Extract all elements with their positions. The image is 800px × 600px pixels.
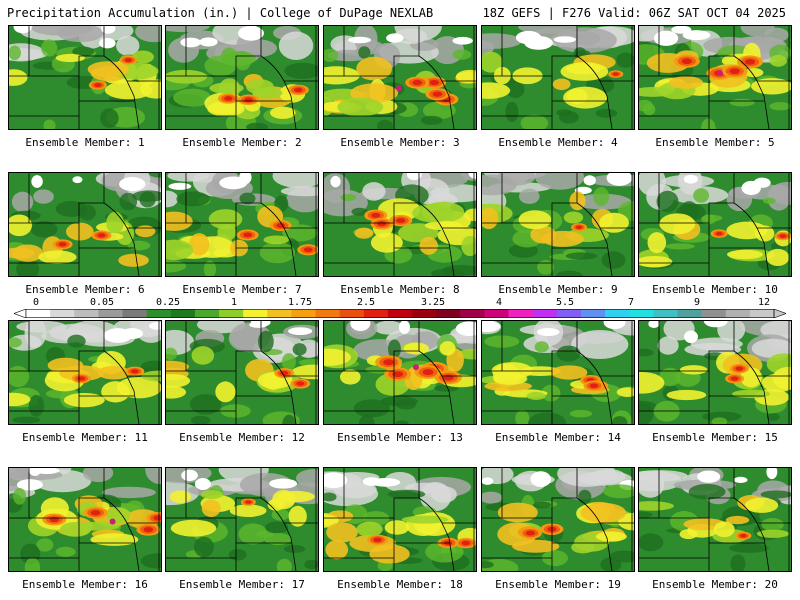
ensemble-map-3 xyxy=(323,25,477,130)
ensemble-map-6 xyxy=(8,172,162,277)
colorbar-bin xyxy=(701,309,727,318)
colorbar-bin xyxy=(412,309,437,318)
ensemble-member-label: Ensemble Member: 13 xyxy=(337,431,463,444)
ensemble-member-label: Ensemble Member: 12 xyxy=(179,431,305,444)
colorbar-bin xyxy=(556,309,582,318)
map-title: Precipitation Accumulation (in.) | Colle… xyxy=(7,6,434,20)
ensemble-member-label: Ensemble Member: 5 xyxy=(655,136,775,149)
colorbar-min-arrow xyxy=(14,309,27,318)
ensemble-map-8 xyxy=(323,172,477,277)
ensemble-member-label: Ensemble Member: 15 xyxy=(652,431,778,444)
ensemble-map-2 xyxy=(165,25,319,130)
ensemble-member-label: Ensemble Member: 11 xyxy=(22,431,148,444)
ensemble-member-label: Ensemble Member: 18 xyxy=(337,578,463,591)
colorbar-tick-label: 1 xyxy=(230,297,238,308)
ensemble-map-4 xyxy=(481,25,635,130)
colorbar-tick-label: 4 xyxy=(495,297,503,308)
colorbar-tick-label: 3.25 xyxy=(420,297,446,308)
colorbar-tick-label: 0.25 xyxy=(155,297,181,308)
ensemble-member-label: Ensemble Member: 8 xyxy=(340,283,460,296)
colorbar-bin xyxy=(339,309,365,318)
ensemble-map-10 xyxy=(638,172,792,277)
colorbar-tick-label: 9 xyxy=(693,297,701,308)
ensemble-member-label: Ensemble Member: 17 xyxy=(179,578,305,591)
ensemble-map-7 xyxy=(165,172,319,277)
colorbar-bin xyxy=(725,309,751,318)
colorbar-max-arrow xyxy=(773,309,786,318)
ensemble-map-17 xyxy=(165,467,319,572)
ensemble-map-14 xyxy=(481,320,635,425)
ensemble-map-19 xyxy=(481,467,635,572)
ensemble-member-label: Ensemble Member: 20 xyxy=(652,578,778,591)
colorbar-bin xyxy=(580,309,606,318)
colorbar-bin xyxy=(194,309,220,318)
colorbar-bin xyxy=(291,309,316,318)
colorbar-bin xyxy=(219,309,244,318)
colorbar-bin xyxy=(146,309,172,318)
colorbar-bin xyxy=(50,309,75,318)
ensemble-map-5 xyxy=(638,25,792,130)
ensemble-map-13 xyxy=(323,320,477,425)
ensemble-member-label: Ensemble Member: 1 xyxy=(25,136,145,149)
ensemble-map-1 xyxy=(8,25,162,130)
colorbar-bin xyxy=(605,309,630,318)
colorbar-tick-label: 2.5 xyxy=(356,297,376,308)
ensemble-member-label: Ensemble Member: 7 xyxy=(182,283,302,296)
ensemble-map-18 xyxy=(323,467,477,572)
ensemble-member-label: Ensemble Member: 4 xyxy=(498,136,618,149)
ensemble-member-label: Ensemble Member: 2 xyxy=(182,136,302,149)
ensemble-map-15 xyxy=(638,320,792,425)
ensemble-member-label: Ensemble Member: 16 xyxy=(22,578,148,591)
colorbar-bin xyxy=(460,309,485,318)
ensemble-map-12 xyxy=(165,320,319,425)
ensemble-member-label: Ensemble Member: 9 xyxy=(498,283,618,296)
colorbar-tick-label: 0.05 xyxy=(89,297,115,308)
ensemble-member-label: Ensemble Member: 10 xyxy=(652,283,778,296)
colorbar-bin xyxy=(749,309,775,318)
precip-colorbar xyxy=(14,309,786,318)
colorbar-tick-label: 1.75 xyxy=(287,297,313,308)
ensemble-member-label: Ensemble Member: 14 xyxy=(495,431,621,444)
colorbar-bin xyxy=(26,309,51,318)
ensemble-map-20 xyxy=(638,467,792,572)
colorbar-bin xyxy=(484,309,509,318)
colorbar-bin xyxy=(677,309,702,318)
colorbar-bin xyxy=(387,309,413,318)
ensemble-member-label: Ensemble Member: 6 xyxy=(25,283,145,296)
colorbar-bin xyxy=(363,309,389,318)
colorbar-bin xyxy=(508,309,534,318)
colorbar-bin xyxy=(532,309,558,318)
colorbar-tick-label: 7 xyxy=(627,297,635,308)
ensemble-member-label: Ensemble Member: 19 xyxy=(495,578,621,591)
colorbar-bin xyxy=(436,309,461,318)
colorbar-bin xyxy=(653,309,678,318)
colorbar-bin xyxy=(315,309,340,318)
ensemble-map-9 xyxy=(481,172,635,277)
colorbar-tick-label: 0 xyxy=(32,297,40,308)
colorbar-bin xyxy=(98,309,123,318)
colorbar-tick-label: 5.5 xyxy=(555,297,575,308)
colorbar-bin xyxy=(629,309,654,318)
colorbar-bin xyxy=(243,309,268,318)
colorbar-tick-label: 12 xyxy=(757,297,771,308)
colorbar-bin xyxy=(122,309,147,318)
ensemble-member-label: Ensemble Member: 3 xyxy=(340,136,460,149)
model-valid-time: 18Z GEFS | F276 Valid: 06Z SAT OCT 04 20… xyxy=(482,6,786,20)
ensemble-map-16 xyxy=(8,467,162,572)
colorbar-bin xyxy=(170,309,196,318)
ensemble-map-11 xyxy=(8,320,162,425)
colorbar-bin xyxy=(74,309,99,318)
colorbar-bin xyxy=(267,309,292,318)
